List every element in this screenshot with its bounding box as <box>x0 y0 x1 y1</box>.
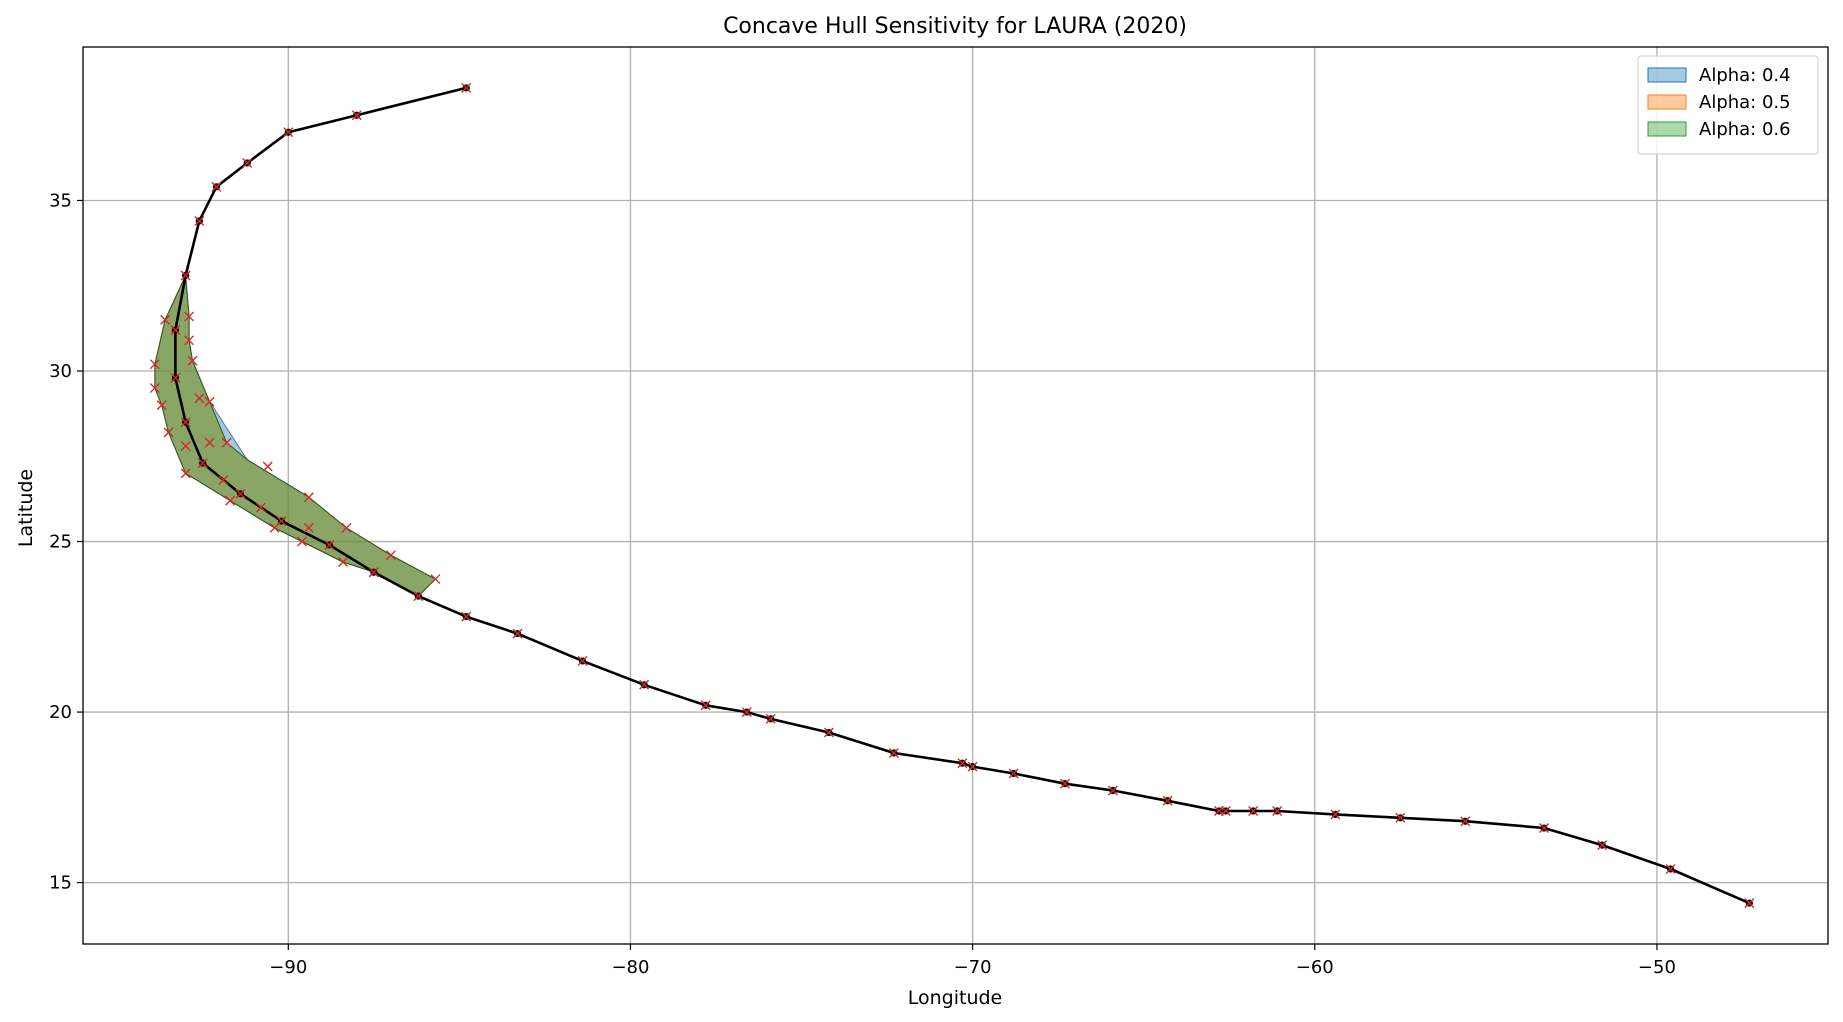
track-point-marker <box>170 372 181 383</box>
track-point-marker <box>967 761 978 772</box>
track-point-marker <box>700 700 711 711</box>
x-tick-label: −60 <box>1296 957 1334 978</box>
track-point-marker <box>1059 778 1070 789</box>
track-point-marker <box>1248 805 1259 816</box>
grid <box>83 47 1828 944</box>
track-point-marker <box>1539 823 1550 834</box>
track-point-marker <box>1330 809 1341 820</box>
track-point-marker <box>461 611 472 622</box>
legend-label: Alpha: 0.4 <box>1699 65 1791 86</box>
y-tick-label: 20 <box>49 702 72 723</box>
y-tick-label: 15 <box>49 873 72 894</box>
track-point-marker <box>1665 863 1676 874</box>
legend-swatch <box>1647 94 1687 110</box>
track-point-marker <box>368 567 379 578</box>
legend: Alpha: 0.4 Alpha: 0.5 Alpha: 0.6 <box>1637 55 1819 155</box>
track-point-marker <box>1744 898 1755 909</box>
legend-label: Alpha: 0.5 <box>1699 92 1791 113</box>
legend-swatch <box>1647 121 1687 137</box>
hull-point-marker <box>218 475 229 486</box>
track-point-marker <box>577 655 588 666</box>
track-point-marker <box>276 516 287 527</box>
x-tick-label: −50 <box>1638 957 1676 978</box>
track-point-marker <box>461 82 472 93</box>
hull-point-marker <box>303 522 314 533</box>
track-point-marker <box>351 110 362 121</box>
hull-point-marker <box>184 335 195 346</box>
track-point-marker <box>639 679 650 690</box>
hull-alpha-0-6 <box>154 273 437 597</box>
hull-point-marker <box>163 427 174 438</box>
track-point-marker <box>888 748 899 758</box>
hull-point-marker <box>221 437 232 448</box>
legend-box <box>1637 55 1819 155</box>
track-point-marker <box>741 707 752 718</box>
track-point-marker <box>324 539 335 550</box>
hull-point-marker <box>180 468 191 479</box>
concave-hulls <box>154 273 437 597</box>
track-point-marker <box>1162 795 1173 806</box>
track-point-marker <box>180 270 191 281</box>
hull-point-marker <box>262 461 273 472</box>
track-markers <box>149 82 1755 909</box>
track-point-marker <box>1597 840 1608 851</box>
hull-point-marker <box>225 495 236 506</box>
hull-point-marker <box>160 314 171 325</box>
hull-point-marker <box>149 359 160 370</box>
track-point-marker <box>823 727 834 738</box>
hull-point-marker <box>296 536 307 547</box>
track-point-marker <box>957 758 968 769</box>
legend-label: Alpha: 0.6 <box>1699 119 1791 140</box>
track-point-marker <box>512 628 523 639</box>
legend-swatch <box>1647 67 1687 83</box>
y-axis-ticks: 15 20 25 30 35 <box>49 190 83 894</box>
x-axis-ticks: −90 −80 −70 −60 −50 <box>269 944 1676 978</box>
track-point-marker <box>283 127 294 138</box>
x-tick-label: −70 <box>954 957 992 978</box>
track-point-marker <box>1395 812 1406 823</box>
chart-title: Concave Hull Sensitivity for LAURA (2020… <box>723 14 1187 39</box>
hull-point-marker <box>149 383 160 394</box>
track-point-marker <box>194 215 205 226</box>
track-point-marker <box>235 488 246 499</box>
track-point-marker <box>242 157 253 168</box>
hull-point-marker <box>385 550 396 561</box>
hull-point-marker <box>204 396 215 407</box>
track-point-marker <box>1213 805 1224 816</box>
track-point-marker <box>211 181 222 192</box>
hull-point-marker <box>303 492 314 503</box>
y-axis-label: Latitude <box>15 469 37 547</box>
x-tick-label: −90 <box>269 957 307 978</box>
hull-point-marker <box>194 393 205 404</box>
track-point-marker <box>1272 805 1283 816</box>
track-point-marker <box>1008 768 1019 779</box>
hull-point-marker <box>204 437 215 448</box>
y-tick-label: 30 <box>49 361 72 382</box>
track-point-marker <box>1460 816 1471 827</box>
hull-point-marker <box>187 355 198 366</box>
y-tick-label: 25 <box>49 532 72 553</box>
track-point-marker <box>197 458 208 469</box>
hull-point-marker <box>338 557 349 568</box>
hull-point-marker <box>156 400 167 411</box>
x-tick-label: −80 <box>611 957 649 978</box>
y-tick-label: 35 <box>49 190 72 211</box>
storm-track <box>174 86 1750 905</box>
hull-point-marker <box>184 311 195 322</box>
hull-point-marker <box>255 502 266 513</box>
hull-point-marker <box>341 522 352 533</box>
plot-frame <box>82 46 1829 945</box>
track-point-marker <box>765 713 776 724</box>
x-axis-label: Longitude <box>908 987 1003 1009</box>
hull-point-marker <box>180 441 191 452</box>
track-point-marker <box>1107 785 1118 796</box>
track-point-marker <box>180 417 191 428</box>
track-point-marker <box>413 591 424 602</box>
hull-point-marker <box>430 574 441 585</box>
track-line <box>174 86 1750 905</box>
track-point-marker <box>170 325 181 336</box>
